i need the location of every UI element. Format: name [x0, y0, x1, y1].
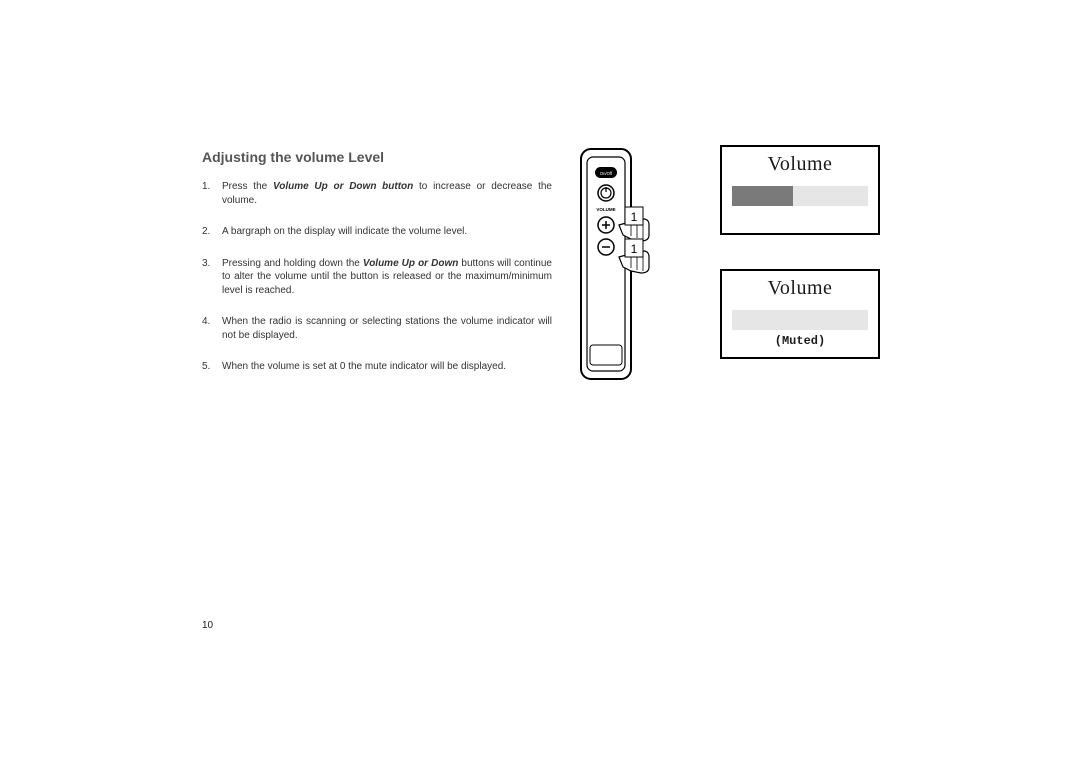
- muted-label: (Muted): [722, 334, 878, 348]
- list-number: 1.: [202, 180, 222, 207]
- emphasized-term: Volume Up or Down: [363, 258, 458, 269]
- display-panel-muted: Volume (Muted): [720, 269, 880, 359]
- instruction-item: 3.Pressing and holding down the Volume U…: [202, 257, 552, 298]
- emphasized-term: Volume Up or Down button: [273, 181, 413, 192]
- page-number: 10: [202, 620, 213, 631]
- manual-page: Adjusting the volume Level 1.Press the V…: [0, 0, 1080, 763]
- list-number: 3.: [202, 257, 222, 298]
- volume-bargraph: [732, 310, 868, 330]
- panel-title: Volume: [722, 277, 878, 300]
- instruction-item: 2.A bargraph on the display will indicat…: [202, 225, 552, 239]
- list-text: When the radio is scanning or selecting …: [222, 315, 552, 342]
- list-text: When the volume is set at 0 the mute ind…: [222, 360, 552, 374]
- callout-number: 1: [631, 210, 638, 224]
- remote-diagram: On/Off VOLUME 1: [575, 145, 695, 385]
- list-text: Pressing and holding down the Volume Up …: [222, 257, 552, 298]
- panel-title: Volume: [722, 153, 878, 176]
- volume-bargraph: [732, 186, 868, 206]
- section-heading: Adjusting the volume Level: [202, 149, 384, 165]
- list-text: A bargraph on the display will indicate …: [222, 225, 552, 239]
- instruction-list: 1.Press the Volume Up or Down button to …: [202, 180, 552, 392]
- list-number: 2.: [202, 225, 222, 239]
- list-number: 4.: [202, 315, 222, 342]
- volume-bargraph-fill: [732, 186, 793, 206]
- instruction-item: 1.Press the Volume Up or Down button to …: [202, 180, 552, 207]
- display-panel-volume: Volume: [720, 145, 880, 235]
- onoff-label: On/Off: [600, 171, 613, 176]
- list-text: Press the Volume Up or Down button to in…: [222, 180, 552, 207]
- list-number: 5.: [202, 360, 222, 374]
- callout-number: 1: [631, 242, 638, 256]
- instruction-item: 4.When the radio is scanning or selectin…: [202, 315, 552, 342]
- instruction-item: 5.When the volume is set at 0 the mute i…: [202, 360, 552, 374]
- volume-label: VOLUME: [596, 207, 615, 212]
